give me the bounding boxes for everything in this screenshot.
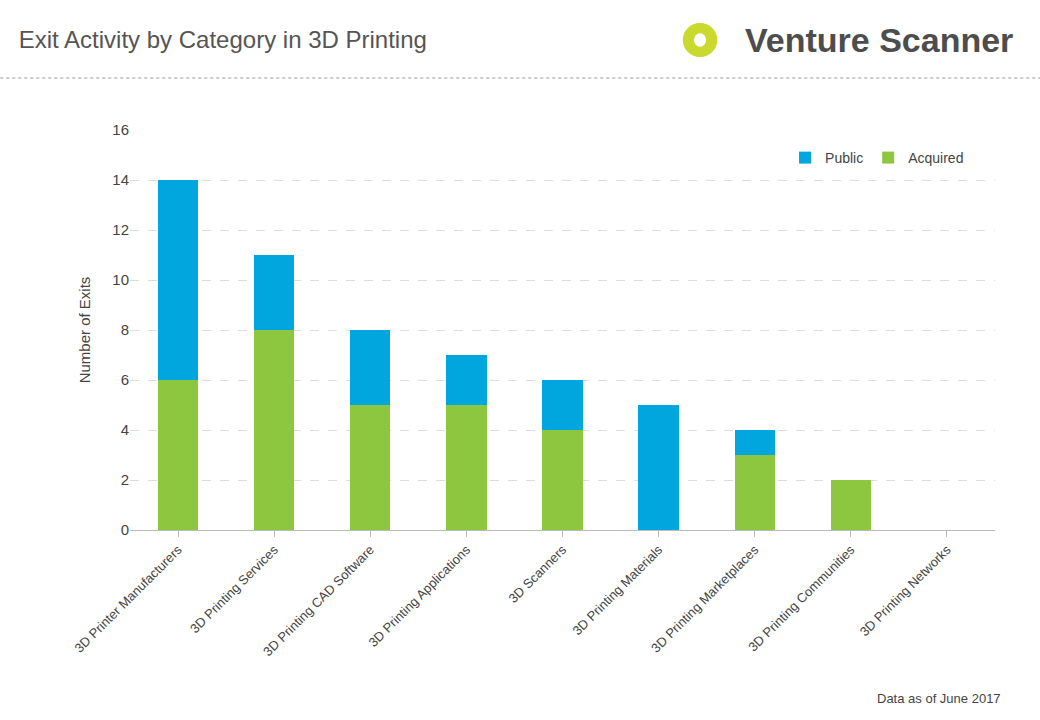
- svg-text:10: 10: [112, 271, 129, 288]
- svg-text:Venture Scanner: Venture Scanner: [745, 21, 1013, 59]
- svg-text:Exit Activity by Category in 3: Exit Activity by Category in 3D Printing: [19, 26, 427, 53]
- svg-text:6: 6: [121, 371, 129, 388]
- svg-text:12: 12: [112, 221, 129, 238]
- svg-text:0: 0: [121, 521, 129, 538]
- svg-text:3D Printing Networks: 3D Printing Networks: [857, 542, 954, 639]
- svg-text:3D Printing Communities: 3D Printing Communities: [745, 542, 858, 655]
- svg-text:3D Printing Marketplaces: 3D Printing Marketplaces: [648, 542, 762, 656]
- svg-text:Acquired: Acquired: [908, 150, 963, 166]
- svg-text:Data as of June 2017: Data as of June 2017: [877, 691, 1001, 706]
- svg-text:2: 2: [121, 471, 129, 488]
- svg-text:Number of Exits: Number of Exits: [76, 277, 93, 384]
- svg-text:3D Printing Applications: 3D Printing Applications: [365, 542, 473, 650]
- svg-text:3D Printing Services: 3D Printing Services: [187, 542, 281, 636]
- svg-text:Public: Public: [825, 150, 863, 166]
- svg-text:16: 16: [112, 121, 129, 138]
- svg-text:8: 8: [121, 321, 129, 338]
- svg-text:4: 4: [121, 421, 129, 438]
- svg-text:3D Scanners: 3D Scanners: [505, 542, 569, 606]
- svg-text:3D Printing Materials: 3D Printing Materials: [569, 542, 665, 638]
- svg-text:14: 14: [112, 171, 129, 188]
- svg-text:3D Printer Manufacturers: 3D Printer Manufacturers: [71, 542, 185, 656]
- svg-text:3D Printing CAD Software: 3D Printing CAD Software: [260, 542, 377, 659]
